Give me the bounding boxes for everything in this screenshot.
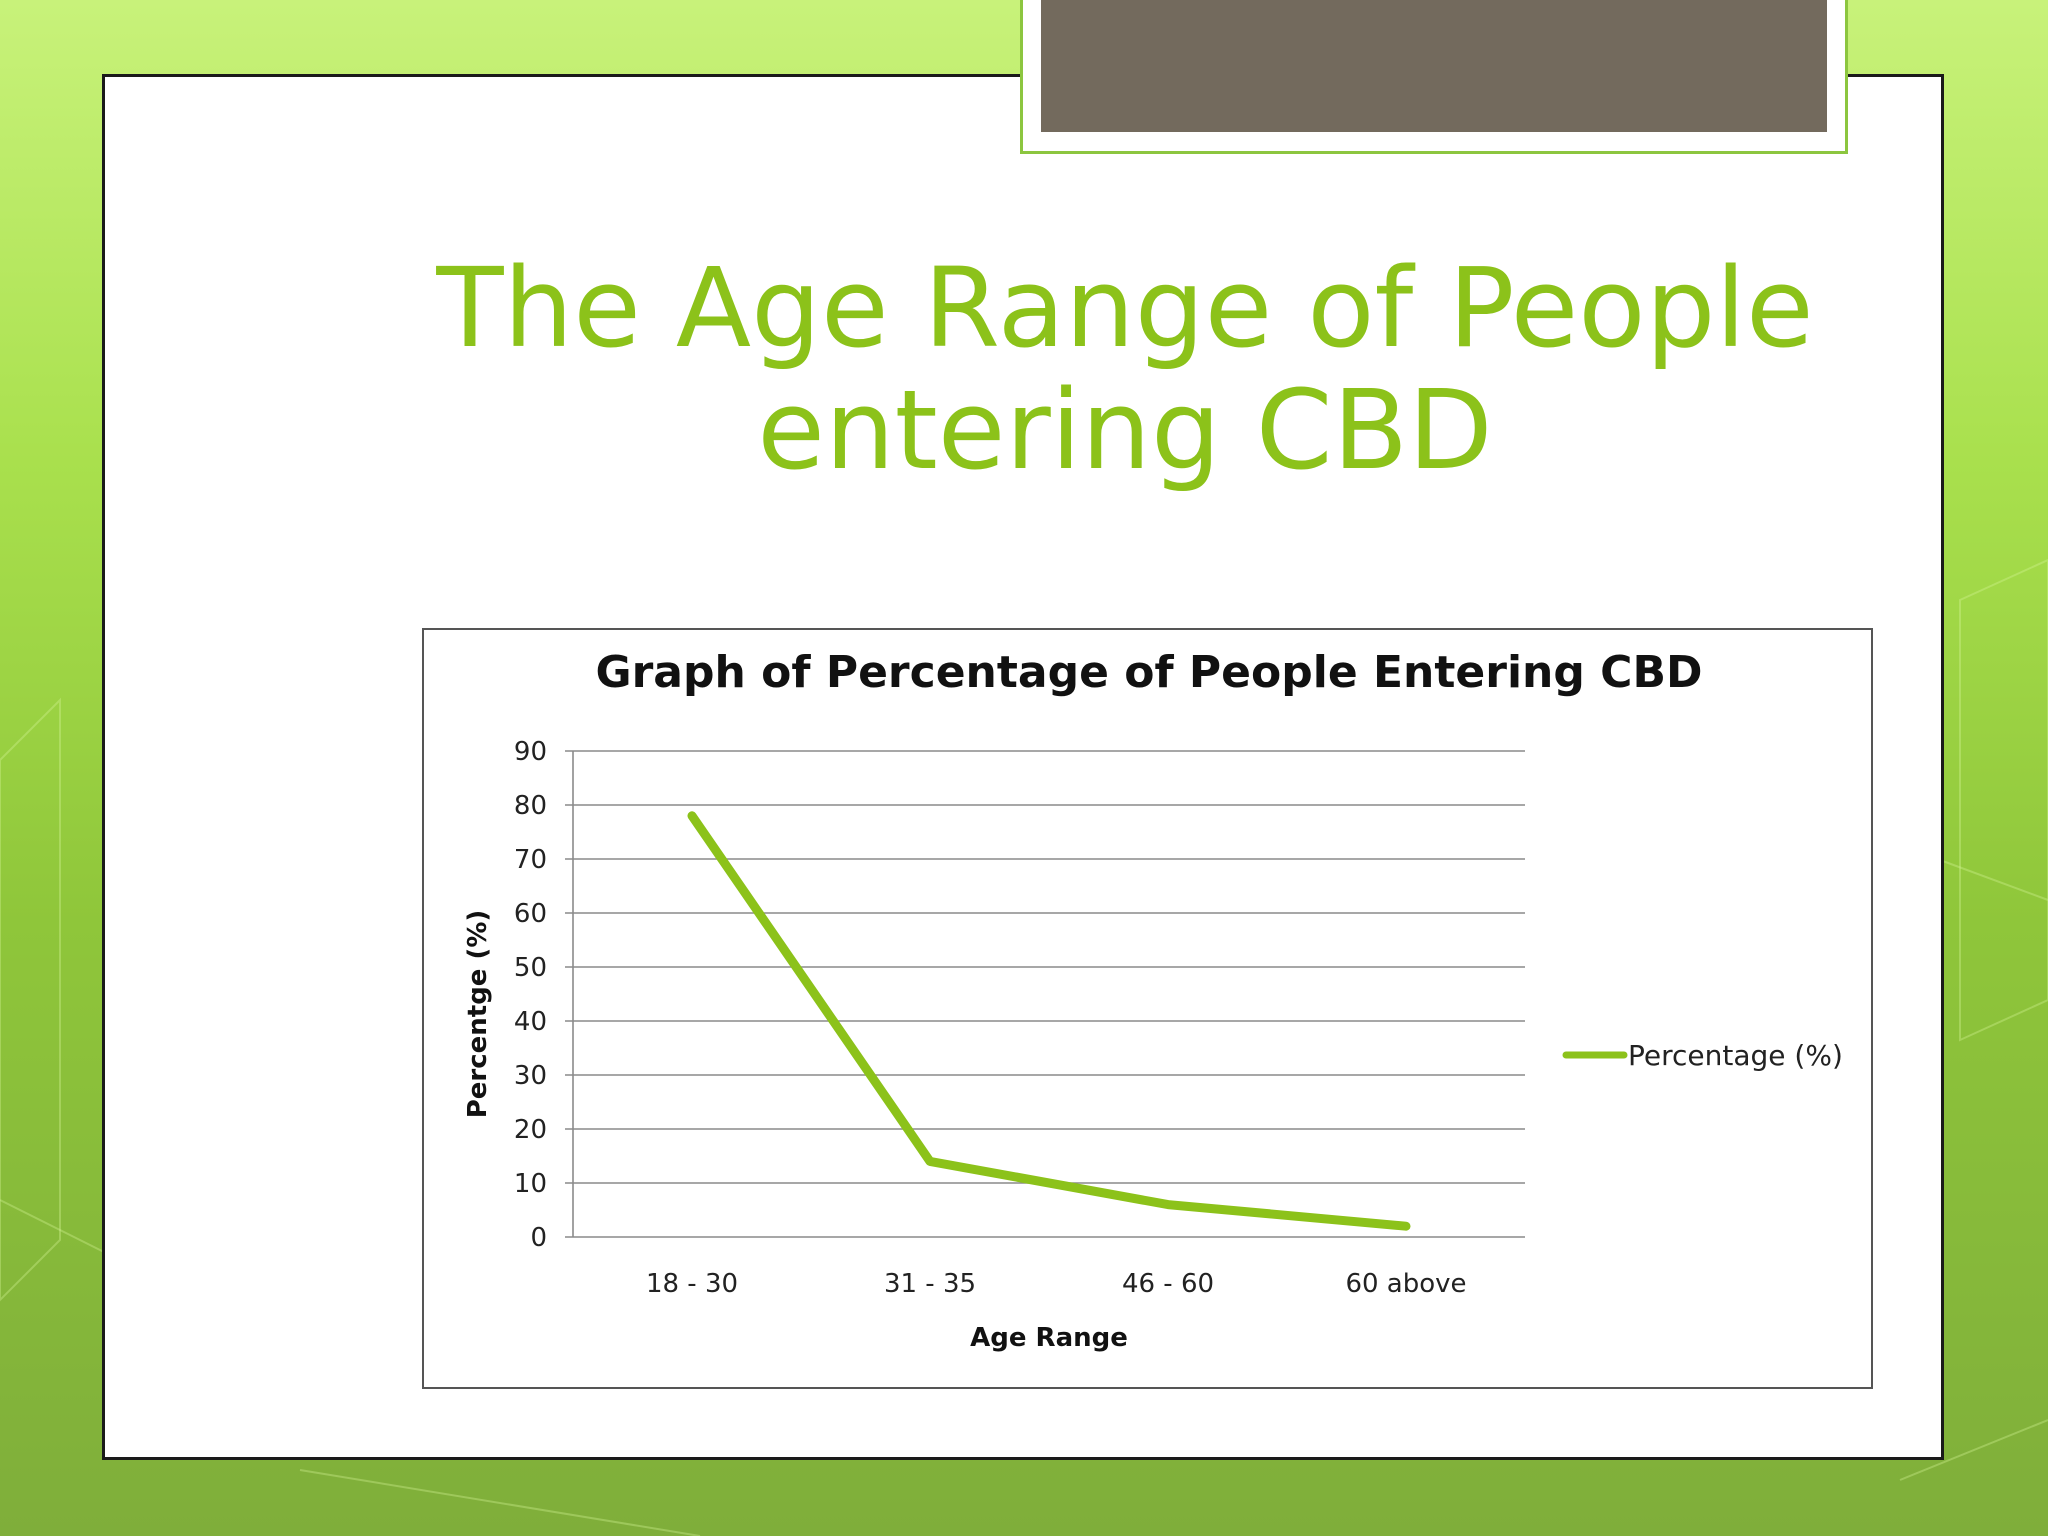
data-point — [929, 1160, 931, 1163]
y-tick-label: 30 — [514, 1061, 547, 1091]
legend-label: Percentage (%) — [1628, 1039, 1843, 1072]
y-tick-label: 40 — [514, 1007, 547, 1037]
y-tick-label: 50 — [514, 953, 547, 983]
y-tick-label: 80 — [514, 791, 547, 821]
data-point — [691, 814, 693, 817]
y-tick-label: 0 — [530, 1223, 547, 1253]
slide-panel: The Age Range of People entering CBD Gra… — [102, 74, 1944, 1460]
y-tick-label: 10 — [514, 1169, 547, 1199]
y-tick-label: 20 — [514, 1115, 547, 1145]
y-axis-title: Percentge (%) — [463, 910, 493, 1119]
x-tick-label: 46 - 60 — [1122, 1269, 1214, 1299]
chart-title: Graph of Percentage of People Entering C… — [595, 647, 1702, 698]
x-tick-label: 60 above — [1345, 1269, 1466, 1299]
y-tick-label: 60 — [514, 899, 547, 929]
data-point — [1167, 1203, 1169, 1206]
x-tick-label: 31 - 35 — [884, 1269, 976, 1299]
y-tick-label: 70 — [514, 845, 547, 875]
line-chart: Graph of Percentage of People Entering C… — [463, 647, 1843, 1353]
x-axis-title: Age Range — [970, 1323, 1128, 1353]
x-tick-label: 18 - 30 — [646, 1269, 738, 1299]
top-tab-fill — [1041, 0, 1827, 132]
top-tab-decoration — [1020, 0, 1848, 154]
data-point — [1405, 1225, 1407, 1228]
y-tick-label: 90 — [514, 737, 547, 767]
chart-frame: Graph of Percentage of People Entering C… — [422, 628, 1873, 1389]
series-line — [687, 811, 1411, 1231]
slide-title: The Age Range of People entering CBD — [436, 244, 1814, 494]
